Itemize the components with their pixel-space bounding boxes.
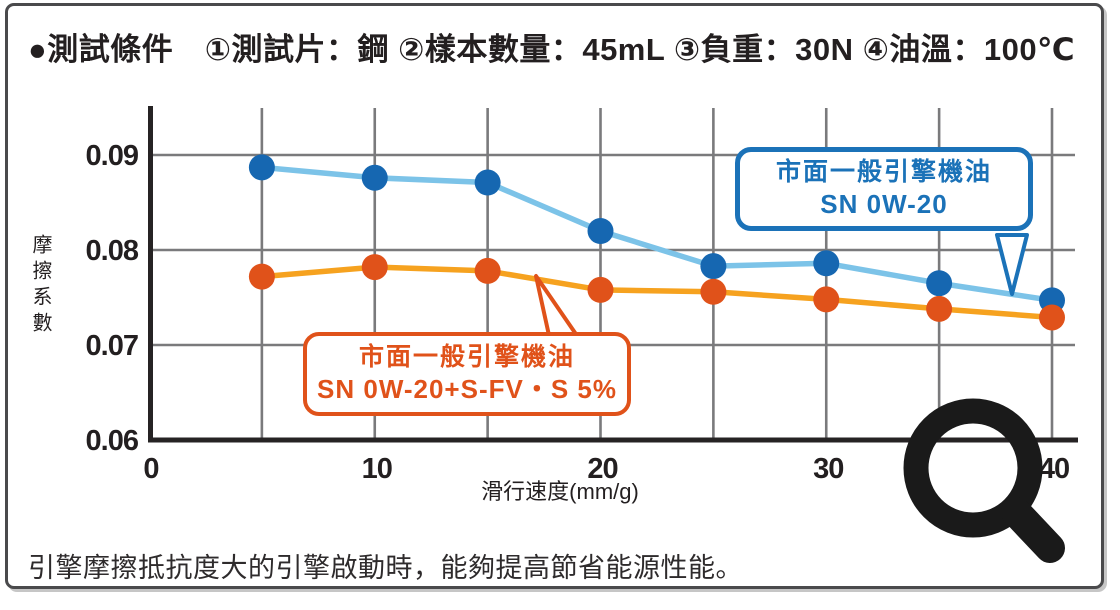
data-point bbox=[1039, 304, 1065, 331]
x-tick-label: 40 bbox=[1039, 453, 1069, 485]
data-point bbox=[587, 218, 614, 244]
zoom-icon-handle bbox=[1001, 497, 1065, 563]
data-point bbox=[926, 295, 953, 322]
callout-blue-line1: 市面一般引擎機油 bbox=[775, 158, 992, 187]
x-tick-label: 20 bbox=[587, 453, 617, 485]
callout-orange-line1: 市面一般引擎機油 bbox=[358, 343, 575, 372]
series-line bbox=[259, 264, 1055, 321]
data-point bbox=[248, 263, 275, 290]
callout-blue-tail bbox=[995, 233, 1029, 296]
y-tick-label: 0.08 bbox=[86, 235, 139, 267]
y-tick-label: 0.09 bbox=[86, 140, 139, 172]
zoom-icon-lens bbox=[903, 398, 1043, 538]
data-point bbox=[474, 257, 501, 284]
data-point bbox=[700, 278, 727, 305]
callout-blue-line2: SN 0W-20 bbox=[820, 189, 948, 220]
data-point bbox=[813, 286, 840, 313]
callout-sn-0w-20-sfvs: 市面一般引擎機油 SN 0W-20+S-FV・S 5% bbox=[303, 332, 631, 416]
data-point bbox=[587, 276, 614, 303]
y-axis-title: 摩擦系數 bbox=[29, 234, 51, 338]
x-tick-label: 0 bbox=[143, 453, 158, 485]
test-conditions-header: ●測試條件 ①測試片：鋼 ②樣本數量：45mL ③負重：30N ④油溫：100℃ bbox=[28, 32, 1076, 67]
y-tick-label: 0.07 bbox=[86, 330, 138, 362]
summary-caption: 引擎摩擦抵抗度大的引擎啟動時，能夠提高節省能源性能。 bbox=[28, 553, 743, 583]
x-tick-label: 30 bbox=[813, 453, 843, 485]
x-tick-label: 10 bbox=[362, 453, 392, 485]
data-point bbox=[700, 253, 727, 280]
data-point bbox=[474, 169, 501, 196]
tick-labels: 0.06 0.07 0.08 0.09 0 10 20 30 40 bbox=[86, 140, 1071, 485]
x-axis-title: 滑行速度(mm/g) bbox=[481, 479, 639, 504]
data-point bbox=[813, 250, 840, 277]
data-point bbox=[361, 164, 388, 191]
data-point bbox=[248, 154, 275, 181]
callout-sn-0w-20: 市面一般引擎機油 SN 0W-20 bbox=[735, 147, 1033, 231]
data-point bbox=[361, 254, 388, 281]
data-point bbox=[926, 270, 953, 297]
y-tick-label: 0.06 bbox=[86, 425, 139, 457]
callout-orange-line2: SN 0W-20+S-FV・S 5% bbox=[317, 374, 617, 405]
series-1 bbox=[248, 254, 1065, 331]
series-line bbox=[259, 164, 1055, 304]
zoom-icon[interactable] bbox=[903, 398, 1065, 563]
